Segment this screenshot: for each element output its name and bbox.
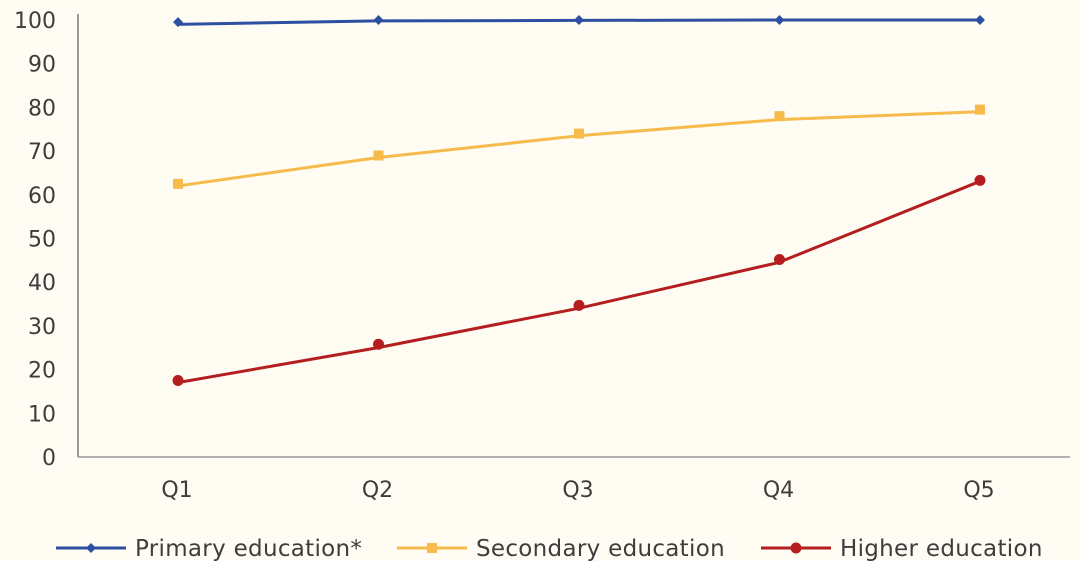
data-point <box>774 15 785 25</box>
legend-marker <box>790 542 802 554</box>
series-group <box>172 174 986 387</box>
data-point <box>173 178 183 189</box>
series-line <box>176 110 980 188</box>
legend: Primary education* Secondary education Hig… <box>56 536 1043 561</box>
legend-marker <box>86 543 96 553</box>
y-tick-label: 40 <box>28 271 56 296</box>
data-point <box>975 15 985 25</box>
y-tick-label: 100 <box>14 9 56 34</box>
data-point <box>774 253 785 265</box>
series-group <box>173 104 985 189</box>
data-point <box>774 111 785 122</box>
data-point <box>974 174 986 186</box>
x-tick-label: Q4 <box>763 478 794 503</box>
legend-marker <box>427 543 437 553</box>
x-axis: Q1 Q2 Q3 Q4 Q5 <box>78 456 1070 503</box>
data-point <box>173 17 183 28</box>
data-point <box>574 128 584 139</box>
legend-item: Secondary education <box>397 536 725 561</box>
legend-item: Primary education* <box>56 536 362 561</box>
series-line <box>176 180 980 385</box>
data-point <box>975 104 985 115</box>
legend-label: Higher education <box>840 536 1043 561</box>
y-tick-label: 10 <box>28 402 56 427</box>
y-tick-label: 0 <box>42 446 56 471</box>
y-tick-label: 50 <box>28 228 56 253</box>
data-point <box>172 375 184 387</box>
data-point <box>373 338 384 350</box>
legend-label: Primary education* <box>135 536 362 561</box>
y-tick-label: 70 <box>28 140 56 165</box>
legend-item: Higher education <box>761 536 1043 561</box>
data-point <box>574 15 584 25</box>
y-axis: 0 10 20 30 40 50 60 70 80 90 100 <box>14 9 79 471</box>
series-group <box>173 15 985 28</box>
x-tick-label: Q2 <box>362 478 393 503</box>
y-tick-label: 20 <box>28 359 56 384</box>
y-tick-label: 60 <box>28 184 56 209</box>
data-point <box>373 150 384 161</box>
data-point <box>573 299 585 311</box>
x-tick-label: Q5 <box>963 478 994 503</box>
y-tick-labels: 0 10 20 30 40 50 60 70 80 90 100 <box>14 9 56 471</box>
plot-area <box>172 15 986 387</box>
y-tick-label: 90 <box>28 53 56 78</box>
x-tick-label: Q3 <box>562 478 593 503</box>
y-tick-label: 30 <box>28 315 56 340</box>
y-tick-label: 80 <box>28 96 56 121</box>
data-point <box>373 15 384 25</box>
legend-label: Secondary education <box>476 536 725 561</box>
x-tick-label: Q1 <box>161 478 192 503</box>
x-tick-labels: Q1 Q2 Q3 Q4 Q5 <box>161 478 994 503</box>
